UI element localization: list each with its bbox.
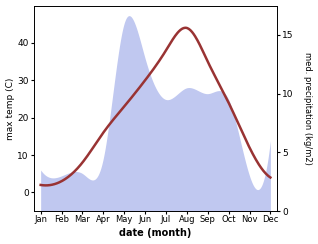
Y-axis label: max temp (C): max temp (C) bbox=[5, 77, 15, 140]
Y-axis label: med. precipitation (kg/m2): med. precipitation (kg/m2) bbox=[303, 52, 313, 165]
X-axis label: date (month): date (month) bbox=[119, 228, 192, 238]
